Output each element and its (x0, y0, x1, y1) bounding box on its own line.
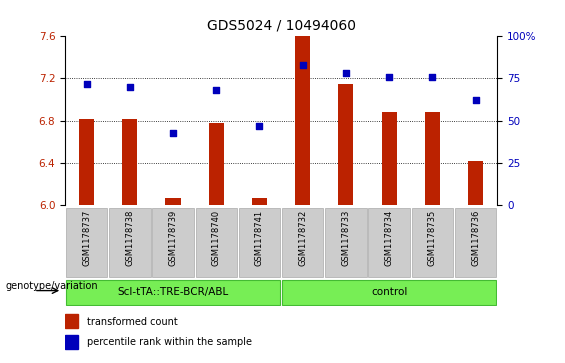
Text: GSM1178736: GSM1178736 (471, 210, 480, 266)
Text: GSM1178735: GSM1178735 (428, 210, 437, 266)
Text: GSM1178741: GSM1178741 (255, 210, 264, 266)
Point (212, 87, 221, 93)
Bar (65, 314, 78, 328)
Text: transformed count: transformed count (86, 317, 177, 327)
Text: genotype/variation: genotype/variation (6, 281, 98, 291)
Text: GSM1178733: GSM1178733 (341, 210, 350, 266)
FancyBboxPatch shape (368, 208, 410, 277)
Text: GSM1178737: GSM1178737 (82, 210, 91, 266)
Text: GSM1178740: GSM1178740 (212, 210, 221, 266)
Point (341, 70, 350, 76)
Bar (65, 335, 78, 349)
Text: GSM1178732: GSM1178732 (298, 210, 307, 266)
Bar (208, 123, 224, 205)
FancyBboxPatch shape (412, 208, 453, 277)
Point (125, 84, 134, 90)
Point (82, 81, 91, 86)
Point (298, 62, 307, 68)
FancyBboxPatch shape (195, 208, 237, 277)
Point (471, 98, 480, 103)
FancyBboxPatch shape (325, 208, 367, 277)
FancyBboxPatch shape (109, 208, 150, 277)
Bar (79, 119, 94, 205)
Bar (252, 198, 267, 205)
Bar (166, 198, 181, 205)
FancyBboxPatch shape (66, 208, 107, 277)
Point (168, 130, 177, 135)
Point (255, 123, 264, 129)
Point (428, 74, 437, 80)
Bar (338, 84, 354, 205)
FancyBboxPatch shape (153, 208, 194, 277)
Bar (295, 34, 310, 205)
Bar (425, 112, 440, 205)
Text: GSM1178738: GSM1178738 (125, 210, 134, 266)
FancyBboxPatch shape (66, 280, 280, 305)
Text: GSM1178734: GSM1178734 (385, 210, 394, 266)
Text: percentile rank within the sample: percentile rank within the sample (86, 337, 251, 347)
Bar (122, 119, 137, 205)
Bar (468, 161, 483, 205)
FancyBboxPatch shape (282, 208, 323, 277)
Text: control: control (371, 287, 407, 297)
Text: GSM1178739: GSM1178739 (168, 210, 177, 266)
Bar (381, 112, 397, 205)
Title: GDS5024 / 10494060: GDS5024 / 10494060 (207, 19, 355, 32)
FancyBboxPatch shape (282, 280, 496, 305)
Point (385, 74, 394, 80)
FancyBboxPatch shape (455, 208, 496, 277)
FancyBboxPatch shape (239, 208, 280, 277)
Text: Scl-tTA::TRE-BCR/ABL: Scl-tTA::TRE-BCR/ABL (118, 287, 229, 297)
